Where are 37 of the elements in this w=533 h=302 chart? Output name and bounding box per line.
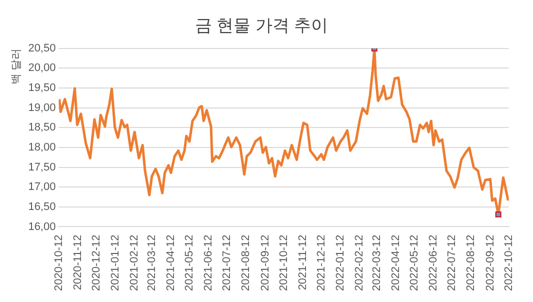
x-tick-label: 2021-06-12 bbox=[202, 234, 215, 292]
y-tick-label: 20,50 bbox=[28, 42, 56, 54]
y-tick-label: 17,00 bbox=[28, 181, 56, 194]
y-tick-label: 16,00 bbox=[28, 220, 56, 233]
x-tick-label: 2021-12-12 bbox=[315, 234, 328, 292]
x-tick-label: 2020-12-12 bbox=[90, 234, 102, 292]
x-tick-label: 2022-05-12 bbox=[408, 234, 420, 292]
x-tick-label: 2022-02-12 bbox=[354, 234, 366, 292]
x-tick-label: 2020-10-12 bbox=[52, 234, 65, 292]
x-tick-label: 2022-01-12 bbox=[334, 234, 347, 292]
y-axis-title: 백 달러 bbox=[10, 48, 23, 84]
chart-title: 금 현물 가격 추이 bbox=[194, 16, 328, 35]
y-tick-label: 18,50 bbox=[28, 122, 56, 134]
y-tick-label: 19,00 bbox=[28, 102, 56, 114]
x-tick-label: 2022-03-12 bbox=[370, 234, 383, 292]
y-tick-label: 18,00 bbox=[28, 142, 56, 154]
x-tick-label: 2021-05-12 bbox=[183, 234, 196, 292]
y-tick-label: 16,50 bbox=[28, 200, 56, 213]
x-tick-label: 2021-02-12 bbox=[128, 234, 141, 292]
x-tick-label: 2022-07-12 bbox=[446, 234, 458, 292]
x-tick-label: 2021-01-12 bbox=[109, 234, 122, 292]
x-tick-label: 2021-08-12 bbox=[240, 234, 252, 292]
x-tick-label: 2021-09-12 bbox=[259, 234, 272, 292]
x-tick-label: 2021-07-12 bbox=[221, 234, 234, 292]
x-tick-label: 2022-10-12 bbox=[502, 234, 515, 292]
x-tick-label: 2021-03-12 bbox=[146, 234, 158, 292]
y-tick-label: 20,00 bbox=[28, 62, 56, 74]
x-tick-label: 2022-08-12 bbox=[465, 234, 478, 292]
x-tick-label: 2021-04-12 bbox=[164, 234, 177, 292]
x-tick-label: 2020-11-12 bbox=[72, 234, 84, 290]
x-tick-label: 2022-09-12 bbox=[484, 234, 496, 292]
x-tick-label: 2022-04-12 bbox=[390, 234, 402, 292]
x-tick-label: 2021-11-12 bbox=[296, 234, 309, 290]
x-tick-label: 2022-06-12 bbox=[428, 234, 440, 292]
y-tick-label: 19,50 bbox=[28, 82, 56, 94]
x-tick-label: 2021-10-12 bbox=[278, 234, 290, 292]
y-tick-label: 17,50 bbox=[28, 161, 56, 174]
